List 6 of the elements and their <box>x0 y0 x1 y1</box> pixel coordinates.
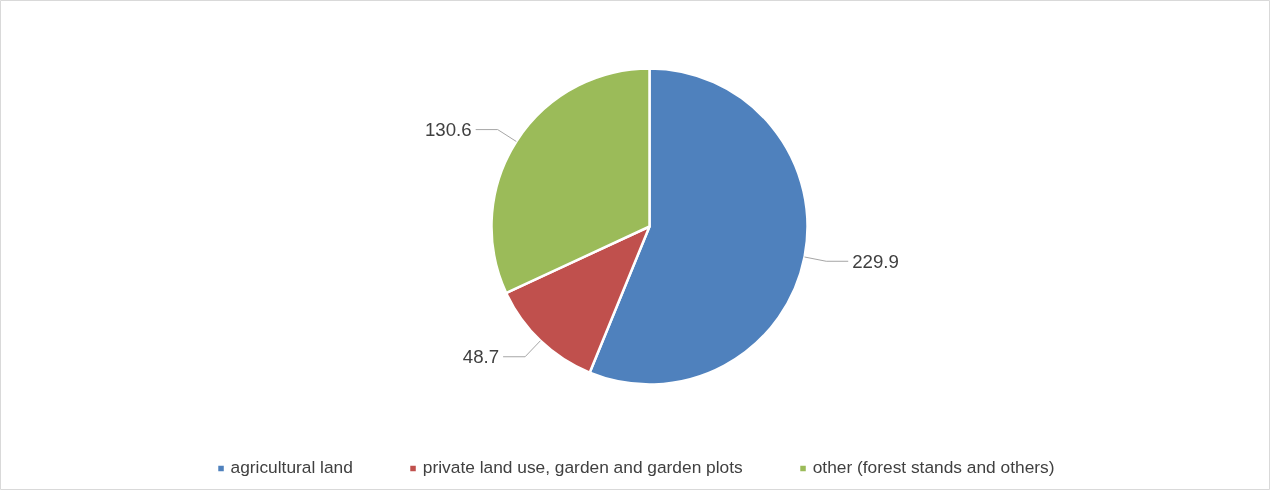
legend-label: other (forest stands and others) <box>812 457 1055 478</box>
data-label: 229.9 <box>852 250 899 272</box>
legend-label: private land use, garden and garden plots <box>422 457 743 478</box>
data-label: 48.7 <box>462 346 500 368</box>
data-label: 130.6 <box>424 119 472 141</box>
legend-label: agricultural land <box>230 457 353 478</box>
